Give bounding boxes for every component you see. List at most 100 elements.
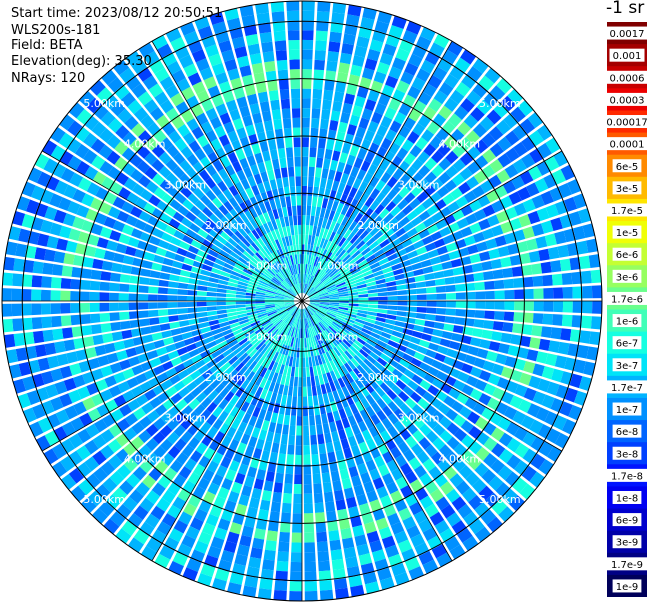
ray-gate [564,387,579,403]
ray-gate [527,112,544,129]
ray-gate [198,182,211,194]
ray-gate [398,254,410,263]
ray-gate [466,375,479,387]
ray-gate [386,459,399,473]
ray-gate [259,578,273,590]
ray-gate [304,347,308,358]
ray-gate [155,346,168,357]
ray-gate [370,390,381,402]
ray-gate [292,264,297,275]
ray-gate [315,30,328,42]
ray-gate [362,67,375,80]
ray-gate [323,341,331,352]
ray-gate [285,304,295,310]
ray-gate [433,238,446,249]
ray-gate [468,495,484,510]
ray-gate [75,160,90,176]
ray-gate [380,331,392,340]
ray-gate [528,250,541,263]
ray-gate [223,200,234,212]
ray-gate [276,138,285,149]
ray-gate [319,296,330,299]
ray-gate [329,159,339,171]
ray-gate [185,167,198,180]
ray-gate [243,343,253,352]
ray-gate [269,350,277,361]
ray-gate [166,431,180,445]
ray-gate [295,445,302,456]
ray-gate [278,322,286,332]
ray-gate [346,124,357,136]
ray-gate [452,266,464,276]
ray-gate [252,112,263,125]
ray-gate [164,250,176,260]
ray-gate [410,357,422,368]
ray-gate [45,384,59,399]
ray-gate [387,291,398,296]
ray-gate [282,226,288,237]
ray-gate [44,430,60,447]
colorbar-label-bg [607,115,647,129]
ray-gate [41,370,54,385]
ray-gate [512,410,526,425]
ray-gate [203,447,216,460]
ray-gate [261,357,269,367]
ray-gate [442,234,455,245]
ray-gate [344,93,356,105]
ray-gate [142,474,157,489]
ray-gate [246,311,257,316]
ray-gate [531,223,545,237]
colorbar-label: 6e-9 [616,516,639,527]
ray-gate [402,221,415,233]
ray-gate [354,534,368,547]
ray-gate [145,490,160,505]
ray-gate [70,303,81,314]
ray-gate [363,481,375,494]
ray-gate [408,53,423,68]
ray-gate [530,453,546,470]
ray-gate [312,98,322,109]
ray-gate [148,83,164,98]
range-label: 3.00km [398,178,440,191]
ray-gate [437,345,449,355]
ray-gate [204,336,215,344]
ray-gate [232,267,243,274]
ray-gate [107,77,124,93]
ray-gate [50,396,64,412]
ray-gate [294,264,298,275]
ray-gate [279,344,286,354]
ray-gate [193,217,205,228]
ray-gate [537,142,552,159]
ray-gate [279,310,288,318]
ray-gate [455,309,466,317]
ray-gate [508,191,522,205]
ray-gate [397,289,408,296]
ray-gate [332,273,342,281]
ray-gate [302,1,315,12]
ray-gate [132,466,147,481]
ray-gate [122,368,135,380]
ray-gate [337,366,345,378]
ray-gate [469,519,485,535]
colorbar-label: 3e-7 [616,361,639,372]
ray-gate [197,311,208,318]
ray-gate [393,420,406,433]
ray-gate [293,244,297,255]
ray-gate [318,259,326,269]
ray-gate [296,308,300,319]
ray-gate [79,412,93,427]
ray-gate [412,122,426,136]
ray-gate [228,355,239,365]
ray-gate [297,273,300,284]
ray-gate [425,279,436,287]
range-label: 2.00km [357,219,399,232]
ray-gate [82,397,96,411]
ray-gate [236,375,246,387]
ray-gate [366,368,377,379]
ray-gate [291,286,298,295]
ray-gate [280,197,287,208]
colorbar-label: 1e-6 [616,317,639,328]
ray-gate [218,410,229,422]
ray-gate [196,301,207,307]
ray-gate [333,440,342,452]
